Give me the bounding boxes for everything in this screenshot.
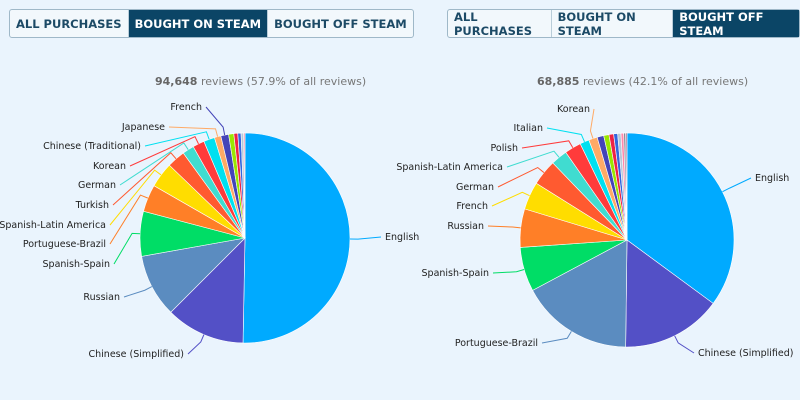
slice-label: Russian [447,221,484,232]
slice-label: English [755,173,789,184]
slice-label: Russian [83,292,120,303]
tab-all-purchases[interactable]: ALL PURCHASES [454,9,533,38]
leader-line [722,177,752,193]
leader-line [109,169,162,226]
tab-bought-off-steam[interactable]: BOUGHT OFF STEAM [672,10,800,38]
slice-label: German [456,182,494,193]
slice-label: Korean [93,161,126,172]
leader-line [187,334,205,355]
leader-line [521,140,574,149]
slice-label: English [385,232,419,243]
leader-line [168,126,219,137]
slice-label: Spanish-Spain [43,259,110,270]
leader-line [497,166,545,188]
leader-line [123,286,153,298]
slice-label: German [78,180,116,191]
leader-line [589,108,595,139]
slice-label: French [170,102,202,113]
leader-line [112,152,177,206]
slice-label: Polish [491,143,518,154]
leader-line [119,142,189,186]
slice-label: Portuguese-Brazil [455,338,538,349]
review-share: reviews (42.1% of all reviews) [579,75,749,88]
leader-line [113,232,141,265]
leader-line [109,194,149,245]
leader-line [129,136,199,167]
pie-slice[interactable] [625,132,628,241]
purchase-filter-tabs-left: ALL PURCHASES BOUGHT ON STEAM BOUGHT OFF… [9,9,414,38]
pie-slice[interactable] [170,237,246,344]
slice-label: Portuguese-Brazil [23,239,106,250]
leader-line [487,225,521,229]
leader-line [492,269,525,274]
review-summary-left: 94,648 reviews (57.9% of all reviews) [155,75,366,88]
tab-bought-on-steam[interactable]: BOUGHT ON STEAM [550,10,673,38]
tab-bought-off-steam[interactable]: BOUGHT OFF STEAM [267,10,413,37]
leader-line [674,335,695,354]
leader-line [546,127,585,142]
slice-label: Spanish-Latin America [0,220,106,231]
slice-label: Korean [557,104,590,115]
leader-line [349,236,382,240]
slice-label: Turkish [75,200,109,211]
review-count: 94,648 [155,75,198,88]
leader-line [506,150,560,168]
slice-label: Japanese [121,122,165,133]
review-summary-right: 68,885 reviews (42.1% of all reviews) [537,75,748,88]
slice-label: French [456,201,488,212]
slice-label: Spanish-Latin America [396,162,503,173]
review-share: reviews (57.9% of all reviews) [197,75,367,88]
leader-line [144,131,210,147]
purchase-filter-tabs-right: ALL PURCHASES BOUGHT ON STEAM BOUGHT OFF… [447,9,800,38]
review-count: 68,885 [537,75,580,88]
leader-line [541,331,572,344]
pie-slice[interactable] [243,132,246,239]
slice-label: Chinese (Traditional) [43,141,141,152]
slice-label: Spanish-Spain [422,268,489,279]
slice-label: Chinese (Simplified) [698,348,793,359]
tab-bought-on-steam[interactable]: BOUGHT ON STEAM [127,10,268,37]
slice-label: Chinese (Simplified) [89,349,184,360]
tab-all-purchases[interactable]: ALL PURCHASES [16,16,122,31]
slice-label: Italian [514,123,543,134]
pie-slice[interactable] [242,132,351,344]
leader-line [205,106,226,136]
leader-line [491,191,530,207]
